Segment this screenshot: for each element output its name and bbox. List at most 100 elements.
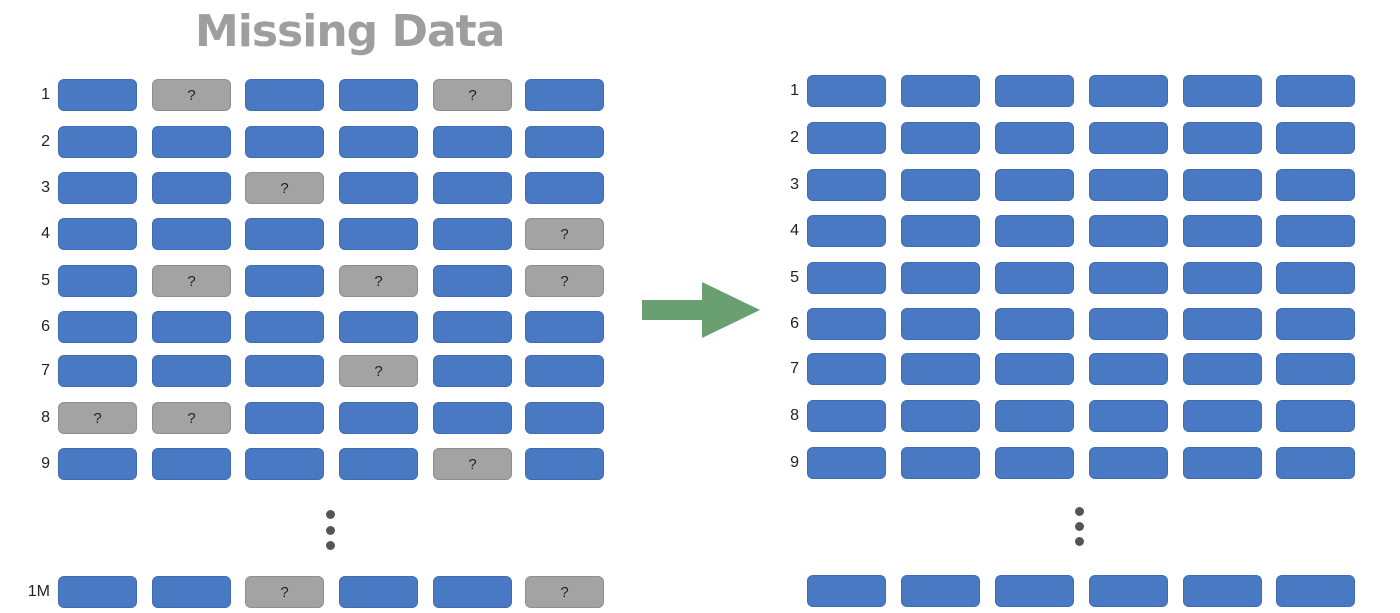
before-data-cell	[245, 218, 324, 250]
before-row-label: 1	[41, 86, 50, 103]
after-data-cell	[901, 308, 980, 340]
after-data-cell	[807, 400, 886, 432]
after-data-cell	[901, 353, 980, 385]
before-data-cell	[525, 402, 604, 434]
after-data-cell	[995, 215, 1074, 247]
before-row-label: 4	[41, 225, 50, 242]
after-data-cell	[1183, 575, 1262, 607]
after-data-cell	[1183, 400, 1262, 432]
after-data-cell	[1276, 353, 1355, 385]
before-data-cell	[339, 126, 418, 158]
before-data-cell	[433, 172, 512, 204]
before-data-cell	[525, 355, 604, 387]
before-data-cell	[58, 126, 137, 158]
before-row-label: 8	[41, 409, 50, 426]
after-row-label: 1	[790, 82, 799, 99]
before-data-cell	[245, 79, 324, 111]
before-row-label: 3	[41, 179, 50, 196]
before-data-cell	[58, 172, 137, 204]
after-data-cell	[807, 308, 886, 340]
after-row-label: 2	[790, 129, 799, 146]
after-data-cell	[807, 215, 886, 247]
before-data-cell	[152, 126, 231, 158]
after-data-cell	[901, 575, 980, 607]
before-data-cell	[525, 448, 604, 480]
after-row-label: 6	[790, 315, 799, 332]
before-missing-cell: ?	[525, 218, 604, 250]
before-data-cell	[152, 448, 231, 480]
before-data-cell	[433, 311, 512, 343]
before-row-label: 5	[41, 272, 50, 289]
after-data-cell	[995, 75, 1074, 107]
after-row-label: 4	[790, 222, 799, 239]
before-data-cell	[525, 172, 604, 204]
after-data-cell	[995, 400, 1074, 432]
after-data-cell	[901, 75, 980, 107]
before-data-cell	[339, 172, 418, 204]
after-data-cell	[995, 447, 1074, 479]
after-data-cell	[901, 400, 980, 432]
after-data-cell	[1089, 122, 1168, 154]
after-data-cell	[1183, 122, 1262, 154]
ellipsis-dot	[326, 526, 335, 535]
after-data-cell	[1183, 447, 1262, 479]
after-row-label: 3	[790, 176, 799, 193]
after-data-cell	[995, 353, 1074, 385]
before-missing-cell: ?	[245, 576, 324, 608]
ellipsis-dot	[326, 510, 335, 519]
ellipsis-dot	[1075, 537, 1084, 546]
before-data-cell	[433, 402, 512, 434]
after-row-label: 5	[790, 269, 799, 286]
after-data-cell	[1089, 75, 1168, 107]
after-data-cell	[1276, 215, 1355, 247]
right-arrow-icon	[642, 282, 760, 338]
after-data-cell	[1183, 75, 1262, 107]
before-data-cell	[58, 79, 137, 111]
before-data-cell	[339, 311, 418, 343]
ellipsis-dot	[1075, 507, 1084, 516]
after-data-cell	[807, 575, 886, 607]
after-data-cell	[1276, 447, 1355, 479]
after-data-cell	[1183, 215, 1262, 247]
before-data-cell	[433, 126, 512, 158]
before-row-label: 2	[41, 133, 50, 150]
after-data-cell	[1276, 400, 1355, 432]
after-row-label: 9	[790, 454, 799, 471]
before-missing-cell: ?	[339, 355, 418, 387]
before-missing-cell: ?	[525, 265, 604, 297]
after-data-cell	[901, 262, 980, 294]
before-row-label: 9	[41, 455, 50, 472]
before-data-cell	[525, 126, 604, 158]
after-data-cell	[995, 169, 1074, 201]
before-data-cell	[525, 311, 604, 343]
before-missing-cell: ?	[152, 402, 231, 434]
before-data-cell	[339, 79, 418, 111]
after-data-cell	[901, 215, 980, 247]
before-data-cell	[433, 265, 512, 297]
after-row-label: 7	[790, 360, 799, 377]
after-data-cell	[1276, 262, 1355, 294]
before-row-label: 6	[41, 318, 50, 335]
before-missing-cell: ?	[58, 402, 137, 434]
after-data-cell	[1276, 75, 1355, 107]
before-data-cell	[245, 126, 324, 158]
before-data-cell	[339, 402, 418, 434]
before-data-cell	[339, 218, 418, 250]
before-data-cell	[58, 355, 137, 387]
after-data-cell	[1089, 262, 1168, 294]
before-missing-cell: ?	[339, 265, 418, 297]
after-data-cell	[1089, 215, 1168, 247]
before-data-cell	[245, 265, 324, 297]
after-data-cell	[1276, 169, 1355, 201]
before-data-cell	[58, 576, 137, 608]
after-data-cell	[1089, 447, 1168, 479]
before-data-cell	[433, 355, 512, 387]
after-data-cell	[1089, 400, 1168, 432]
after-data-cell	[1183, 262, 1262, 294]
before-data-cell	[433, 576, 512, 608]
before-data-cell	[152, 311, 231, 343]
after-data-cell	[995, 575, 1074, 607]
after-data-cell	[1089, 575, 1168, 607]
